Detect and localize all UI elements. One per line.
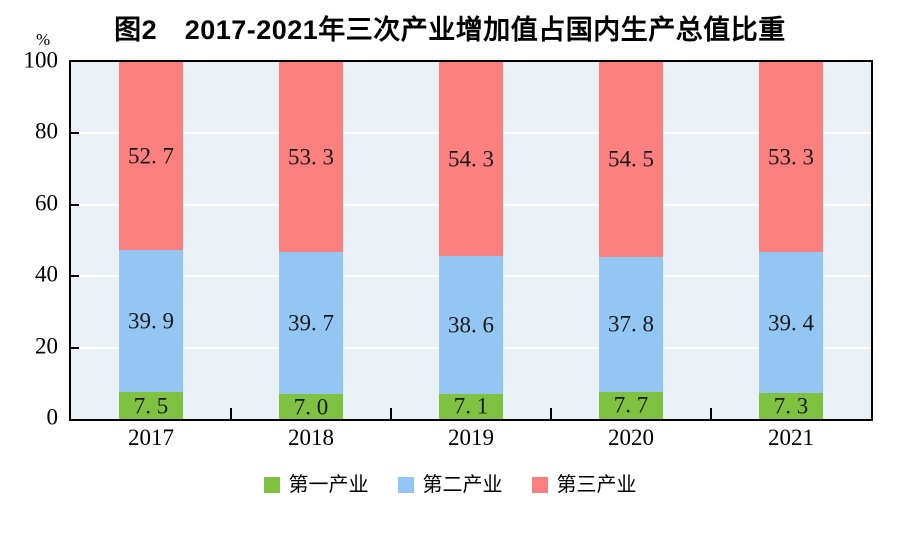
bar-segment: [439, 62, 503, 256]
bar-value-label: 39. 9: [128, 308, 174, 334]
bar-segment: [599, 256, 663, 392]
bar-value-label: 38. 6: [448, 312, 494, 338]
legend: 第一产业 第二产业 第三产业: [0, 470, 900, 500]
x-axis-tick-label: 2019: [448, 425, 494, 450]
x-axis-tick-label: 2018: [288, 425, 334, 450]
x-axis-tick-label: 2021: [768, 425, 814, 450]
bar-value-label: 7. 0: [293, 394, 329, 420]
x-axis-tick-label: 2020: [608, 425, 654, 450]
bar-value-label: 54. 5: [608, 146, 654, 172]
y-axis-tick: [71, 275, 79, 278]
bar-segment: [119, 62, 183, 250]
bar-value-label: 7. 7: [613, 392, 649, 418]
bar-segment: [439, 393, 503, 419]
bar-segment: [759, 252, 823, 393]
x-axis-tick: [550, 408, 552, 419]
bar-value-label: 7. 5: [133, 393, 169, 419]
x-axis-tick-labels: 2017 2018 2019 2020 2021: [71, 426, 871, 452]
y-axis-tick: [71, 132, 79, 135]
y-axis-tick: [71, 346, 79, 349]
y-axis-tick-labels: 0 20 40 60 80 100: [0, 49, 59, 429]
bar-value-label: 53. 3: [288, 144, 334, 170]
legend-label: 第三产业: [556, 474, 637, 496]
bar-segment: [279, 62, 343, 253]
bar-value-label: 53. 3: [768, 144, 814, 170]
bar-value-label: 37. 8: [608, 311, 654, 337]
legend-item: 第二产业: [397, 470, 503, 500]
bar-segment: [279, 394, 343, 419]
legend-label: 第二产业: [422, 474, 503, 496]
x-axis-tick: [390, 408, 392, 419]
bar-segment: [759, 392, 823, 419]
bar-value-label: 39. 4: [768, 310, 814, 336]
legend-swatch: [397, 477, 414, 493]
bar-segment: [279, 252, 343, 395]
bar-segment: [599, 62, 663, 257]
bar-value-label: 7. 3: [773, 393, 809, 419]
y-axis-unit-label: %: [36, 30, 51, 49]
bar-value-label: 7. 1: [453, 393, 489, 419]
plot-area: 7. 5 39. 9 52. 7 7. 0 39. 7 53. 3 7. 1 38. 6 54.…: [69, 60, 873, 421]
bar-segment: [439, 255, 503, 394]
bar-value-label: 39. 7: [288, 310, 334, 336]
x-axis-tick: [230, 408, 232, 419]
legend-item: 第三产业: [531, 470, 637, 500]
y-axis-tick-label: 20: [35, 333, 58, 359]
legend-swatch: [263, 477, 280, 493]
y-axis-tick: [71, 203, 79, 206]
y-axis-tick-label: 80: [35, 118, 58, 144]
y-axis-tick-label: 40: [35, 261, 58, 287]
bar-segment: [119, 249, 183, 393]
bar-value-label: 52. 7: [128, 143, 174, 169]
legend-label: 第一产业: [288, 474, 369, 496]
bar-segment: [759, 62, 823, 253]
y-axis-tick-label: 60: [35, 190, 58, 216]
x-axis-tick: [710, 408, 712, 419]
y-axis-tick-label: 100: [23, 47, 59, 73]
bar-value-label: 54. 3: [448, 146, 494, 172]
bar-segment: [119, 392, 183, 419]
y-axis-tick-label: 0: [46, 404, 59, 430]
chart-title: 图2 2017-2021年三次产业增加值占国内生产总值比重: [114, 15, 786, 45]
legend-swatch: [531, 477, 548, 493]
bar-segment: [599, 391, 663, 419]
x-axis-tick-label: 2017: [128, 425, 174, 450]
legend-item: 第一产业: [263, 470, 369, 500]
